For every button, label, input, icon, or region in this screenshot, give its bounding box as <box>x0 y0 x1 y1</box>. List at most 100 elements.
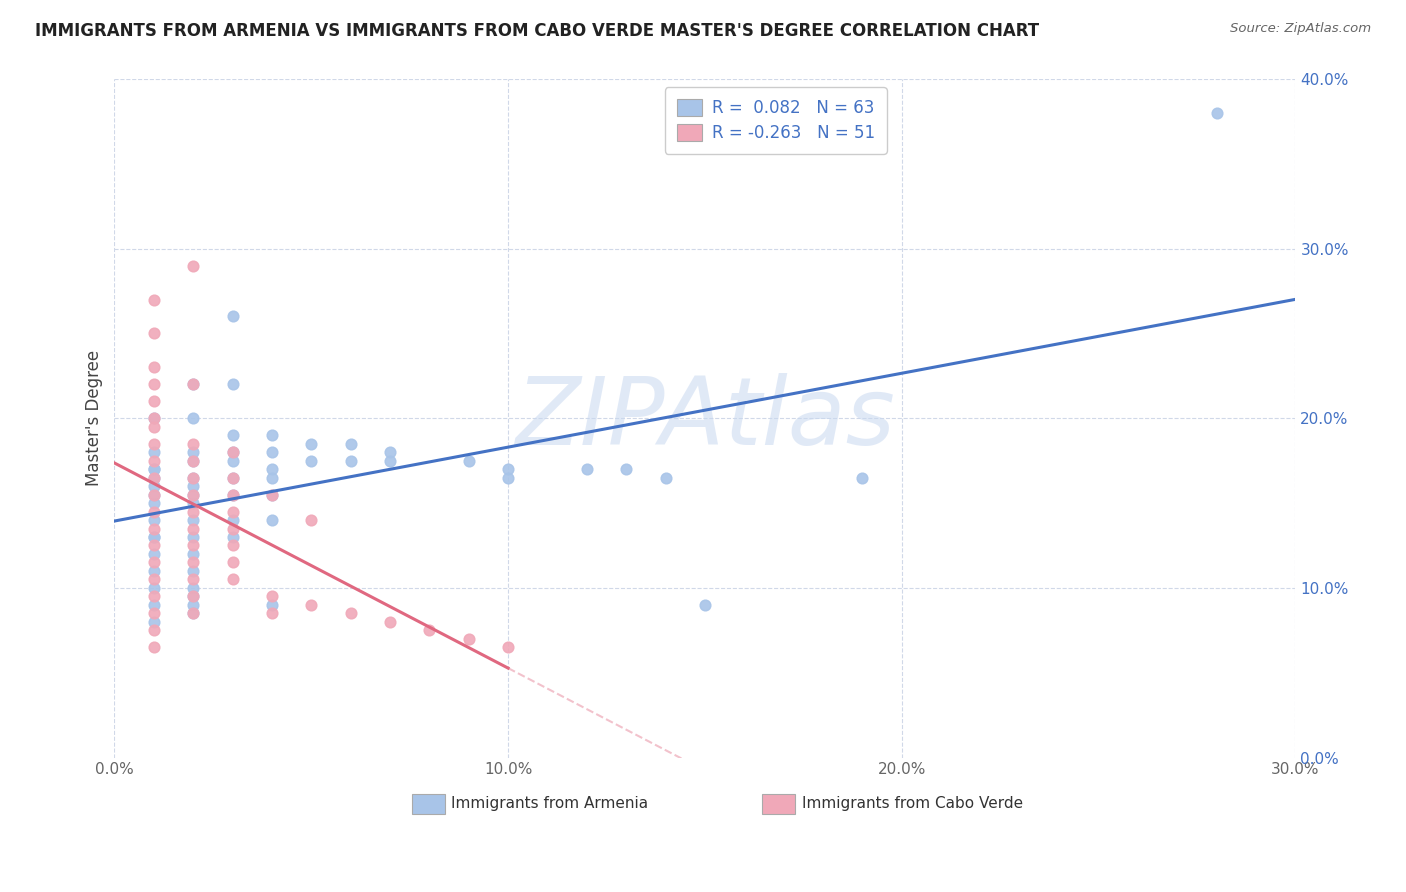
Point <box>142 598 165 612</box>
Point <box>496 470 519 484</box>
Text: IMMIGRANTS FROM ARMENIA VS IMMIGRANTS FROM CABO VERDE MASTER'S DEGREE CORRELATIO: IMMIGRANTS FROM ARMENIA VS IMMIGRANTS FR… <box>35 22 1039 40</box>
Point <box>181 590 204 604</box>
Point <box>260 462 283 476</box>
Point <box>221 445 243 459</box>
Point <box>142 360 165 375</box>
Point <box>221 539 243 553</box>
Point <box>142 615 165 629</box>
Point <box>142 564 165 578</box>
Point <box>181 453 204 467</box>
Point <box>142 470 165 484</box>
Point <box>614 462 637 476</box>
Point <box>181 522 204 536</box>
Point <box>221 470 243 484</box>
Point <box>142 462 165 476</box>
Point <box>142 293 165 307</box>
Point <box>142 453 165 467</box>
Text: Immigrants from Armenia: Immigrants from Armenia <box>451 797 648 811</box>
Point <box>142 394 165 409</box>
Point <box>260 470 283 484</box>
Point <box>142 590 165 604</box>
Point <box>221 310 243 324</box>
Point <box>260 487 283 501</box>
Point <box>181 479 204 493</box>
Point <box>142 607 165 621</box>
Point <box>181 377 204 392</box>
Point <box>181 564 204 578</box>
Point <box>299 513 322 527</box>
Point <box>142 436 165 450</box>
Point <box>142 530 165 544</box>
Point <box>378 615 401 629</box>
Point <box>654 470 676 484</box>
Point <box>260 428 283 442</box>
Point <box>260 445 283 459</box>
Point <box>142 445 165 459</box>
Point <box>142 624 165 638</box>
Point <box>221 428 243 442</box>
Point <box>339 607 361 621</box>
Text: Source: ZipAtlas.com: Source: ZipAtlas.com <box>1230 22 1371 36</box>
Y-axis label: Master's Degree: Master's Degree <box>86 351 103 486</box>
Point <box>181 598 204 612</box>
Point <box>181 607 204 621</box>
Point <box>181 590 204 604</box>
Point <box>457 632 479 646</box>
Point <box>221 522 243 536</box>
Point <box>181 581 204 595</box>
Point <box>693 598 716 612</box>
Point <box>221 453 243 467</box>
Point <box>221 513 243 527</box>
Point <box>260 607 283 621</box>
Point <box>181 445 204 459</box>
Point <box>181 470 204 484</box>
Point <box>181 547 204 561</box>
Point <box>142 479 165 493</box>
Point <box>142 462 165 476</box>
Point <box>142 377 165 392</box>
Point <box>142 539 165 553</box>
Point <box>181 487 204 501</box>
Point <box>142 326 165 341</box>
Point <box>299 436 322 450</box>
Point <box>181 453 204 467</box>
Point <box>181 496 204 510</box>
Point <box>496 462 519 476</box>
Point <box>575 462 598 476</box>
Point <box>181 487 204 501</box>
Point <box>142 640 165 655</box>
Point <box>260 598 283 612</box>
Point <box>142 556 165 570</box>
Point <box>496 640 519 655</box>
Point <box>221 556 243 570</box>
Point <box>260 590 283 604</box>
Point <box>221 573 243 587</box>
Point <box>339 436 361 450</box>
Text: ZIPAtlas: ZIPAtlas <box>515 373 894 464</box>
Point <box>221 377 243 392</box>
Point <box>260 487 283 501</box>
Point <box>142 419 165 434</box>
Point <box>181 505 204 519</box>
Point <box>299 598 322 612</box>
Legend: R =  0.082   N = 63, R = -0.263   N = 51: R = 0.082 N = 63, R = -0.263 N = 51 <box>665 87 887 153</box>
Point <box>181 556 204 570</box>
Point <box>181 259 204 273</box>
Point <box>221 505 243 519</box>
Point <box>221 470 243 484</box>
Point <box>142 530 165 544</box>
Point <box>142 505 165 519</box>
Point <box>181 513 204 527</box>
Point <box>1205 106 1227 120</box>
Point <box>181 470 204 484</box>
Point <box>142 411 165 425</box>
Point <box>181 377 204 392</box>
Text: Immigrants from Cabo Verde: Immigrants from Cabo Verde <box>801 797 1024 811</box>
Point <box>142 496 165 510</box>
Point <box>142 470 165 484</box>
Point <box>378 445 401 459</box>
Point <box>142 487 165 501</box>
Point <box>142 547 165 561</box>
Point <box>221 530 243 544</box>
Point <box>142 411 165 425</box>
